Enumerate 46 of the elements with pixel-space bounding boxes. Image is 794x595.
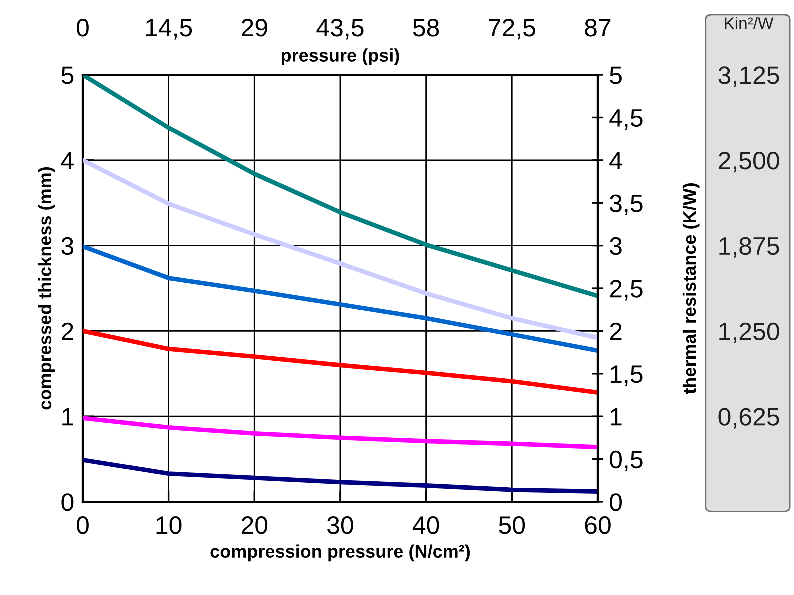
y2-tick-label: 5 — [610, 66, 622, 84]
x-tick-label: 40 — [412, 516, 440, 534]
x-tick-label: 0 — [77, 516, 89, 534]
x-tick-label: 50 — [499, 516, 526, 534]
x-axis-title: compression pressure (N/cm²) — [210, 544, 470, 562]
y2-tick-label: 1 — [610, 408, 622, 426]
y-tick-label: 2 — [62, 322, 74, 340]
y-tick-label: 4 — [61, 152, 74, 170]
x2-tick-label: 14,5 — [146, 19, 192, 40]
x-tick-label: 60 — [585, 516, 611, 534]
y-tick-label: 0 — [62, 494, 74, 512]
y3-tick-label: 2,500 — [719, 152, 780, 173]
y2-tick-label: 3,5 — [610, 194, 643, 216]
line-series — [82, 158, 598, 340]
y2-tick-label: 0 — [610, 494, 622, 512]
y2-tick-label: 0,5 — [610, 450, 643, 472]
y-tick-label: 1 — [62, 408, 74, 426]
line-series — [82, 416, 598, 450]
x2-tick-label: 43,5 — [316, 19, 364, 40]
x2-tick-label: 58 — [413, 19, 440, 37]
x2-tick-label: 29 — [242, 19, 268, 37]
y3-tick-label: 1,875 — [720, 237, 780, 258]
y-tick-label: 5 — [62, 66, 74, 84]
line-series — [82, 458, 598, 494]
x2-tick-label: 72,5 — [489, 19, 536, 40]
y3-tick-label: 0,625 — [718, 408, 780, 429]
x2-axis-title: pressure (psi) — [282, 48, 400, 66]
y-axis-title: compressed thickness (mm) — [38, 167, 56, 410]
y2-tick-label: 3 — [610, 237, 622, 256]
x-tick-label: 10 — [156, 516, 182, 534]
y-tick-label: 3 — [62, 237, 74, 256]
y2-tick-label: 2,5 — [610, 280, 643, 301]
y2-tick-label: 1,5 — [610, 366, 643, 386]
y3-tick-label: 3,125 — [718, 66, 780, 88]
x2-tick-label: 87 — [585, 19, 611, 37]
x-tick-label: 20 — [242, 516, 268, 534]
y3-axis-title: Kin²/W — [725, 17, 774, 30]
y2-tick-label: 4 — [610, 152, 622, 170]
line-series — [82, 244, 598, 354]
y2-tick-label: 4,5 — [610, 110, 643, 130]
y2-axis-title: thermal resistance (K/W) — [682, 184, 700, 394]
x2-tick-label: 0 — [77, 19, 89, 37]
line-series — [82, 328, 598, 395]
y3-tick-label: 1,250 — [720, 322, 780, 344]
y2-tick-label: 2 — [610, 322, 622, 340]
x-tick-label: 30 — [328, 516, 354, 534]
